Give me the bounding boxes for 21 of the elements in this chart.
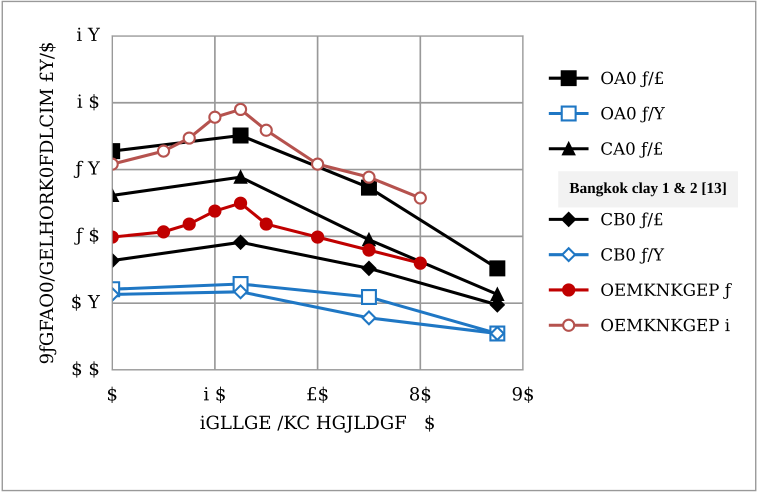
text: ƒ $ xyxy=(74,228,98,245)
legend-label: CB0 ƒ/£ xyxy=(601,212,662,228)
text: i Y xyxy=(77,28,100,41)
legend-label: OEMKNKGEP i xyxy=(601,318,730,332)
x-tick-label: 9$ xyxy=(512,386,534,404)
text: Bangkok clay 1 & 2 [13] xyxy=(570,182,726,196)
text: $ $ xyxy=(72,361,98,378)
legend-label: OEMKNKGEP ƒ xyxy=(601,283,732,299)
legend-label: CB0 ƒ/Y xyxy=(601,248,664,264)
text: ƒ Y xyxy=(74,160,100,178)
x-tick-label: 8$ xyxy=(410,386,430,404)
x-tick-label: $ xyxy=(108,386,116,404)
text: $ Y xyxy=(72,294,100,311)
legend-label: OA0 ƒ/Y xyxy=(601,106,665,122)
legend-label: CA0 ƒ/£ xyxy=(601,142,662,158)
x-axis-title: iGLLGE /KC HGJLDGF $ xyxy=(200,415,434,433)
legend-label: OA0 ƒ/£ xyxy=(601,71,663,88)
x-tick-label: £$ xyxy=(307,386,328,404)
text: i $ xyxy=(78,94,98,110)
y-axis-title: 9ƒGFAO0/GELHORK0FDLCIM £Y/$ xyxy=(39,43,56,364)
x-tick-label: i $ xyxy=(204,386,225,404)
